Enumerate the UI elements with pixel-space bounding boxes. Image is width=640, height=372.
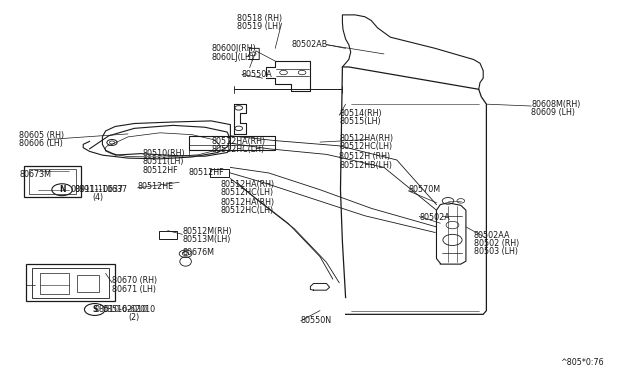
Text: 80502AB: 80502AB xyxy=(291,40,328,49)
Text: 80512HC(LH): 80512HC(LH) xyxy=(221,206,274,215)
Text: 80515(LH): 80515(LH) xyxy=(339,117,381,126)
Text: 80512HC(LH): 80512HC(LH) xyxy=(221,188,274,197)
Text: (2): (2) xyxy=(128,313,140,322)
Text: 80512HA(RH): 80512HA(RH) xyxy=(211,137,266,146)
Text: 8060LJ(LH): 8060LJ(LH) xyxy=(211,53,254,62)
Text: S: S xyxy=(92,305,97,314)
Text: 80670 (RH): 80670 (RH) xyxy=(112,276,157,285)
Text: 80518 (RH): 80518 (RH) xyxy=(237,14,282,23)
Text: 80671 (LH): 80671 (LH) xyxy=(112,285,156,294)
Text: (4): (4) xyxy=(93,193,104,202)
Text: 80512HA(RH): 80512HA(RH) xyxy=(221,180,275,189)
Bar xyxy=(40,273,69,294)
Text: 80512HC(LH): 80512HC(LH) xyxy=(339,142,392,151)
Text: 08510-62010: 08510-62010 xyxy=(102,305,156,314)
Bar xyxy=(26,264,115,301)
Text: 80512HF: 80512HF xyxy=(189,169,225,177)
Text: 80502AA: 80502AA xyxy=(474,231,510,240)
Text: 80519 (LH): 80519 (LH) xyxy=(237,22,281,31)
Text: 80512HC(LH): 80512HC(LH) xyxy=(211,145,264,154)
Text: 80512HE: 80512HE xyxy=(138,182,173,191)
Text: 80608M(RH): 80608M(RH) xyxy=(531,100,580,109)
Text: 80600J(RH): 80600J(RH) xyxy=(211,44,256,53)
Bar xyxy=(29,169,76,194)
Text: 80502A: 80502A xyxy=(419,213,450,222)
Text: 08510-62010: 08510-62010 xyxy=(95,305,148,314)
Text: 80512M(RH): 80512M(RH) xyxy=(182,227,232,236)
Text: 80512HB(LH): 80512HB(LH) xyxy=(339,161,392,170)
Text: 80514(RH): 80514(RH) xyxy=(339,109,382,118)
Bar xyxy=(210,169,229,177)
Text: 08911-10637: 08911-10637 xyxy=(70,185,124,194)
Text: 80512HA(RH): 80512HA(RH) xyxy=(339,134,394,143)
Text: 80513M(LH): 80513M(LH) xyxy=(182,235,231,244)
Text: 80511(LH): 80511(LH) xyxy=(142,157,184,166)
Bar xyxy=(189,136,275,150)
Text: 80605 (RH): 80605 (RH) xyxy=(19,131,65,140)
Text: 80502 (RH): 80502 (RH) xyxy=(474,239,519,248)
Text: 80673M: 80673M xyxy=(19,170,51,179)
Bar xyxy=(159,231,177,239)
Text: 80609 (LH): 80609 (LH) xyxy=(531,108,575,117)
Bar xyxy=(77,275,99,292)
Text: 80676M: 80676M xyxy=(182,248,214,257)
Text: 80512HF: 80512HF xyxy=(142,166,178,174)
Text: ^805*0:76: ^805*0:76 xyxy=(560,358,604,367)
Bar xyxy=(24,166,81,197)
Text: 80550N: 80550N xyxy=(301,316,332,325)
Text: 80570M: 80570M xyxy=(408,185,440,194)
Text: 80512HA(RH): 80512HA(RH) xyxy=(221,198,275,207)
Text: 80606 (LH): 80606 (LH) xyxy=(19,140,63,148)
Text: 08911-10637: 08911-10637 xyxy=(74,185,127,194)
Text: 80550A: 80550A xyxy=(242,70,273,79)
Text: N: N xyxy=(59,185,65,194)
Text: 80512H (RH): 80512H (RH) xyxy=(339,153,390,161)
Text: 80503 (LH): 80503 (LH) xyxy=(474,247,518,256)
Bar xyxy=(32,268,109,298)
Text: 80510(RH): 80510(RH) xyxy=(142,149,185,158)
